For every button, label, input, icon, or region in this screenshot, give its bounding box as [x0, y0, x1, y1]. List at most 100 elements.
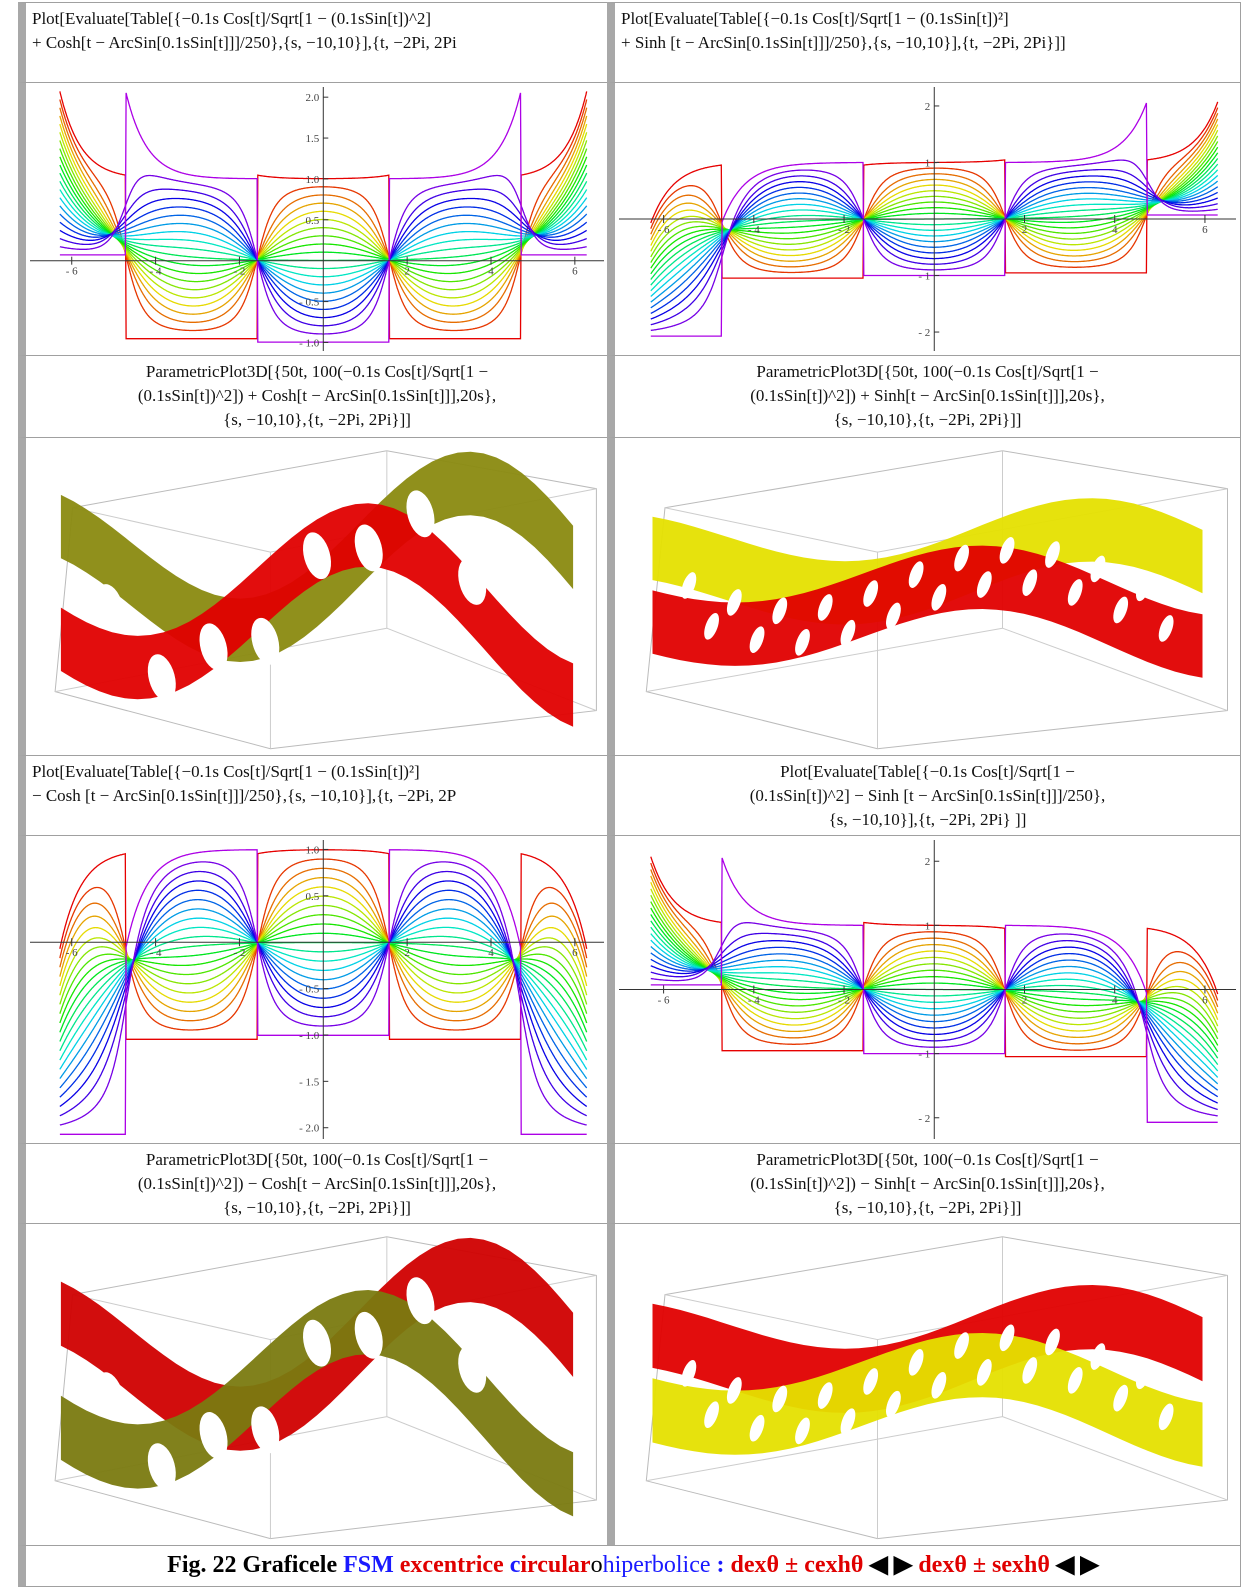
code-line: (0.1sSin[t])^2]) + Cosh[t − ArcSin[0.1sS…: [32, 384, 602, 408]
caption: Fig. 22 Graficele FSM excentrice circula…: [18, 1545, 1241, 1587]
code-text: ParametricPlot3D[{50t, 100(−0.1s Cos[t]/…: [26, 1144, 608, 1224]
code-line: {s, −10,10}],{t, −2Pi, 2Pi} ]]: [621, 808, 1234, 832]
code-line: (0.1sSin[t])^2]) − Cosh[t − ArcSin[0.1sS…: [32, 1172, 602, 1196]
code-text: Plot[Evaluate[Table[{−0.1s Cos[t]/Sqrt[1…: [615, 3, 1240, 59]
x-tick-label: - 2: [233, 266, 245, 278]
caption-part: :: [711, 1552, 731, 1578]
table-cell: Plot[Evaluate[Table[{−0.1s Cos[t]/Sqrt[1…: [607, 755, 1241, 836]
table-cell: Plot[Evaluate[Table[{−0.1s Cos[t]/Sqrt[1…: [18, 755, 609, 836]
x-tick-label: - 4: [748, 224, 760, 236]
x-tick-label: 2: [1022, 995, 1028, 1007]
code-line: ParametricPlot3D[{50t, 100(−0.1s Cos[t]/…: [621, 360, 1234, 384]
table-cell: [18, 1223, 609, 1546]
code-text: ParametricPlot3D[{50t, 100(−0.1s Cos[t]/…: [26, 356, 608, 436]
table-cell: ParametricPlot3D[{50t, 100(−0.1s Cos[t]/…: [607, 1143, 1241, 1224]
y-tick-label: 2.0: [306, 92, 320, 104]
x-tick-label: 2: [404, 947, 410, 959]
y-tick-label: 1.5: [306, 133, 320, 145]
y-tick-label: 1.0: [306, 174, 320, 186]
code-line: {s, −10,10},{t, −2Pi, 2Pi}]]: [621, 408, 1234, 432]
page: Plot[Evaluate[Table[{−0.1s Cos[t]/Sqrt[1…: [0, 0, 1257, 1589]
x-tick-label: - 4: [150, 266, 162, 278]
y-tick-label: 1: [925, 920, 931, 932]
x-tick-label: - 6: [658, 224, 670, 236]
y-tick-label: 0.5: [306, 891, 320, 903]
y-tick-label: 2: [925, 101, 931, 113]
table-cell: [18, 437, 609, 756]
x-tick-label: 6: [572, 266, 578, 278]
code-line: Plot[Evaluate[Table[{−0.1s Cos[t]/Sqrt[1…: [32, 760, 602, 784]
code-line: {s, −10,10},{t, −2Pi, 2Pi}]]: [32, 1196, 602, 1220]
surface-plot: [615, 1224, 1240, 1545]
y-tick-label: - 1.5: [299, 1076, 320, 1088]
y-tick-label: 2: [925, 856, 931, 868]
y-tick-label: - 2: [918, 327, 930, 339]
table-cell: Plot[Evaluate[Table[{−0.1s Cos[t]/Sqrt[1…: [607, 2, 1241, 83]
code-line: + Sinh [t − ArcSin[0.1sSin[t]]]/250},{s,…: [621, 31, 1234, 55]
x-tick-label: - 2: [838, 995, 850, 1007]
y-tick-label: - 0.5: [299, 297, 320, 309]
x-tick-label: 6: [1202, 224, 1208, 236]
caption-part: dexθ ± cexhθ: [731, 1552, 864, 1578]
plot: - 6 - 4 - 2 2 4 6 1.0 0.5 - 0.5 - 1.0 - 1.5 - 2.0: [26, 836, 608, 1143]
code-line: Plot[Evaluate[Table[{−0.1s Cos[t]/Sqrt[1…: [621, 760, 1234, 784]
code-text: Plot[Evaluate[Table[{−0.1s Cos[t]/Sqrt[1…: [615, 756, 1240, 836]
x-tick-label: - 4: [150, 947, 162, 959]
code-line: + Cosh[t − ArcSin[0.1sSin[t]]]/250},{s, …: [32, 31, 602, 55]
table-cell: - 6 - 4 - 2 2 4 6 1.0 0.5 - 0.5 - 1.0 - 1.5 - 2.0: [18, 835, 609, 1144]
y-tick-label: - 2: [918, 1113, 930, 1125]
caption-part: ◀ ▶: [863, 1552, 918, 1578]
code-line: Plot[Evaluate[Table[{−0.1s Cos[t]/Sqrt[1…: [32, 7, 602, 31]
code-line: (0.1sSin[t])^2]) − Sinh[t − ArcSin[0.1sS…: [621, 1172, 1234, 1196]
code-line: − Cosh [t − ArcSin[0.1sSin[t]]]/250},{s,…: [32, 784, 602, 808]
x-tick-label: - 6: [66, 947, 78, 959]
x-tick-label: - 4: [748, 995, 760, 1007]
surface-plot: [615, 438, 1240, 755]
x-tick-label: 6: [572, 947, 578, 959]
table-cell: Plot[Evaluate[Table[{−0.1s Cos[t]/Sqrt[1…: [18, 2, 609, 83]
x-tick-label: 4: [488, 266, 494, 278]
x-tick-label: 4: [1112, 995, 1118, 1007]
x-tick-label: 2: [1022, 224, 1028, 236]
table-cell: [607, 437, 1241, 756]
code-line: {s, −10,10},{t, −2Pi, 2Pi}]]: [621, 1196, 1234, 1220]
y-tick-label: - 1.0: [299, 1030, 320, 1042]
code-line: ParametricPlot3D[{50t, 100(−0.1s Cos[t]/…: [32, 1148, 602, 1172]
code-line: ParametricPlot3D[{50t, 100(−0.1s Cos[t]/…: [32, 360, 602, 384]
table-cell: [607, 1223, 1241, 1546]
caption-part: excentrice: [394, 1552, 510, 1578]
caption-part: ircular: [520, 1552, 590, 1578]
code-line: (0.1sSin[t])^2] − Sinh [t − ArcSin[0.1sS…: [621, 784, 1234, 808]
y-tick-label: - 2.0: [299, 1123, 320, 1135]
table-cell: ParametricPlot3D[{50t, 100(−0.1s Cos[t]/…: [18, 355, 609, 438]
y-tick-label: - 1: [918, 1049, 930, 1061]
y-tick-label: 1: [925, 157, 931, 169]
surface-plot: [26, 1224, 608, 1545]
code-line: {s, −10,10},{t, −2Pi, 2Pi}]]: [32, 408, 602, 432]
y-tick-label: 1.0: [306, 844, 320, 856]
surface-plot: [26, 438, 608, 755]
plot: - 6- 4- 224621- 1- 2: [615, 836, 1240, 1143]
caption-part: FSM: [343, 1552, 394, 1578]
x-tick-label: 2: [404, 266, 410, 278]
caption-part: o: [591, 1552, 603, 1578]
table-cell: ParametricPlot3D[{50t, 100(−0.1s Cos[t]/…: [607, 355, 1241, 438]
y-tick-label: - 0.5: [299, 984, 320, 996]
x-tick-label: - 2: [233, 947, 245, 959]
x-tick-label: - 6: [658, 995, 670, 1007]
table-cell: ParametricPlot3D[{50t, 100(−0.1s Cos[t]/…: [18, 1143, 609, 1224]
y-tick-label: 0.5: [306, 215, 320, 227]
x-tick-label: 4: [488, 947, 494, 959]
y-tick-label: - 1: [918, 271, 930, 283]
caption-part: dexθ ± sexhθ: [918, 1552, 1050, 1578]
table-cell: - 6- 4- 224621- 1- 2: [607, 82, 1241, 356]
code-text: ParametricPlot3D[{50t, 100(−0.1s Cos[t]/…: [615, 1144, 1240, 1224]
caption-part: ◀ ▶: [1050, 1552, 1099, 1578]
code-text: ParametricPlot3D[{50t, 100(−0.1s Cos[t]/…: [615, 356, 1240, 436]
code-line: ParametricPlot3D[{50t, 100(−0.1s Cos[t]/…: [621, 1148, 1234, 1172]
code-text: Plot[Evaluate[Table[{−0.1s Cos[t]/Sqrt[1…: [26, 3, 608, 59]
y-tick-label: - 1.0: [299, 337, 320, 349]
x-tick-label: 4: [1112, 224, 1118, 236]
